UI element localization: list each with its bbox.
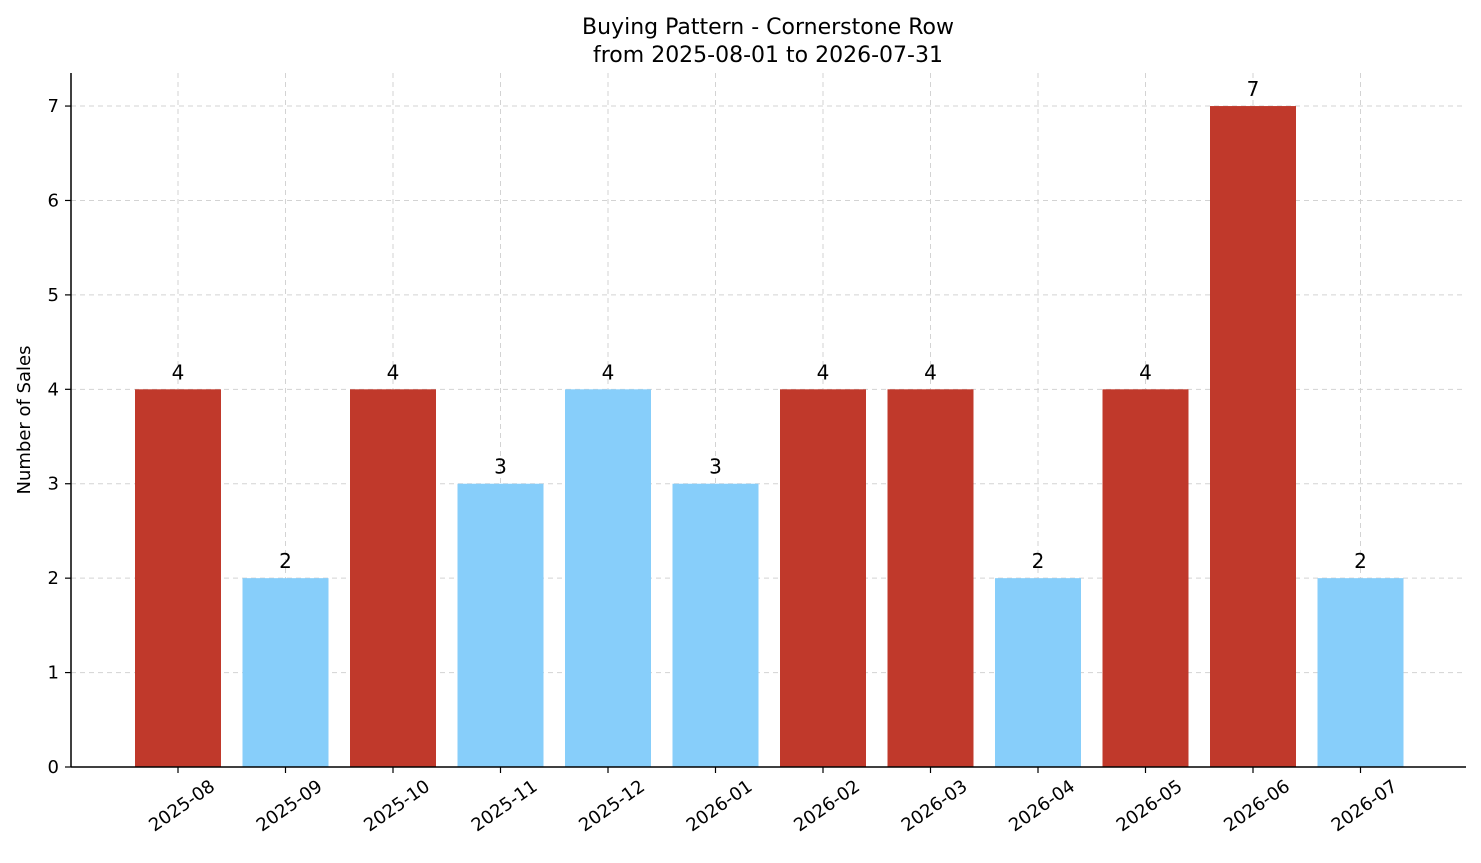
bar bbox=[350, 389, 436, 767]
chart-subtitle: from 2025-08-01 to 2026-07-31 bbox=[593, 43, 943, 68]
bar bbox=[780, 389, 866, 767]
bar-value-label: 7 bbox=[1247, 77, 1260, 101]
y-tick-label: 6 bbox=[48, 190, 59, 211]
bar bbox=[242, 578, 329, 767]
y-axis-label: Number of Sales bbox=[14, 345, 35, 494]
y-tick-label: 5 bbox=[48, 285, 59, 306]
x-tick-label: 2026-07 bbox=[1328, 776, 1402, 836]
x-tick-label: 2026-05 bbox=[1113, 776, 1187, 836]
bar bbox=[457, 483, 544, 767]
bar-value-label: 3 bbox=[709, 455, 722, 479]
y-tick-label: 7 bbox=[48, 96, 59, 117]
bar bbox=[1317, 578, 1404, 767]
bar-value-label: 4 bbox=[172, 360, 185, 384]
bar bbox=[1102, 389, 1189, 767]
x-tick-label: 2025-08 bbox=[145, 776, 219, 836]
y-tick-label: 3 bbox=[48, 474, 59, 495]
bar bbox=[1210, 106, 1296, 768]
bar-value-label: 2 bbox=[1354, 549, 1367, 573]
bar-value-label: 2 bbox=[279, 549, 292, 573]
x-tick-label: 2026-06 bbox=[1220, 776, 1294, 836]
bar-value-label: 4 bbox=[602, 360, 615, 384]
bar bbox=[565, 389, 651, 767]
bar-value-label: 2 bbox=[1032, 549, 1045, 573]
x-tick-label: 2026-03 bbox=[898, 776, 972, 836]
x-tick-label: 2026-04 bbox=[1005, 776, 1079, 836]
chart-title: Buying Pattern - Cornerstone Row bbox=[582, 15, 954, 40]
bar bbox=[672, 483, 759, 767]
y-tick-label: 2 bbox=[48, 568, 59, 589]
bar bbox=[995, 578, 1081, 767]
bar-value-label: 4 bbox=[1139, 360, 1152, 384]
y-tick-label: 1 bbox=[48, 663, 59, 684]
bar-value-label: 4 bbox=[924, 360, 937, 384]
y-tick-label: 0 bbox=[48, 757, 59, 778]
bar bbox=[135, 389, 221, 767]
bar-value-label: 4 bbox=[817, 360, 830, 384]
axes bbox=[65, 73, 1466, 773]
y-tick-label: 4 bbox=[48, 379, 59, 400]
bar-value-label: 4 bbox=[387, 360, 400, 384]
x-tick-label: 2026-01 bbox=[683, 776, 757, 836]
bar-value-label: 3 bbox=[494, 455, 507, 479]
x-tick-label: 2025-11 bbox=[468, 776, 542, 836]
x-tick-label: 2025-12 bbox=[575, 776, 649, 836]
bars bbox=[135, 106, 1404, 768]
x-tick-label: 2026-02 bbox=[790, 776, 864, 836]
bar bbox=[887, 389, 974, 767]
x-tick-label: 2025-09 bbox=[253, 776, 327, 836]
x-tick-label: 2025-10 bbox=[360, 776, 434, 836]
